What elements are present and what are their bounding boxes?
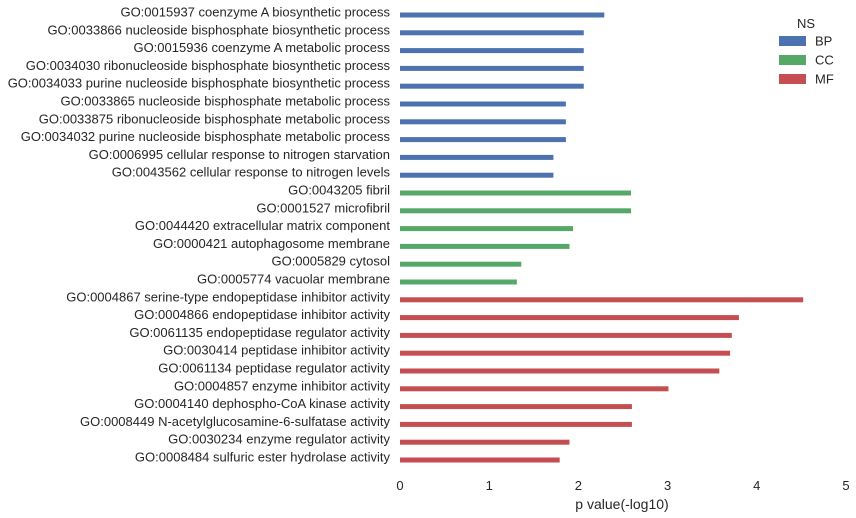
legend-label-cc: CC xyxy=(815,53,834,68)
category-label: GO:0030414 peptidase inhibitor activity xyxy=(163,343,390,358)
bar-mf xyxy=(400,457,560,463)
bar-bp xyxy=(400,154,554,160)
x-tick-label: 3 xyxy=(664,478,671,493)
bar-bp xyxy=(400,137,566,143)
legend-entries: BP CC MF xyxy=(779,34,834,87)
bar-cc xyxy=(400,243,570,249)
category-label: GO:0001527 microfibril xyxy=(256,200,390,215)
category-label: GO:0034032 purine nucleoside bisphosphat… xyxy=(21,129,391,144)
legend-title: NS xyxy=(797,16,815,31)
legend-label-mf: MF xyxy=(815,72,834,87)
category-label: GO:0008449 N-acetylglucosamine-6-sulfata… xyxy=(80,414,390,429)
bar-mf xyxy=(400,350,731,356)
category-label: GO:0033875 ribonucleoside bisphosphate m… xyxy=(39,111,391,126)
x-axis-label: p value(-log10) xyxy=(575,496,668,512)
x-tick-label: 5 xyxy=(842,478,849,493)
bar-bp xyxy=(400,48,584,54)
x-tick-label: 4 xyxy=(753,478,760,493)
bar-bp xyxy=(400,101,566,107)
legend-swatch-mf xyxy=(779,74,806,84)
bar-bp xyxy=(400,30,584,36)
bar-cc xyxy=(400,226,574,232)
bar-cc xyxy=(400,208,632,214)
x-tick-label: 0 xyxy=(396,478,403,493)
category-label: GO:0015937 coenzyme A biosynthetic proce… xyxy=(120,5,390,20)
bar-mf xyxy=(400,332,732,338)
category-label: GO:0008484 sulfuric ester hydrolase acti… xyxy=(135,450,391,465)
category-label: GO:0061135 endopeptidase regulator activ… xyxy=(129,325,390,340)
category-label: GO:0004867 serine-type endopeptidase inh… xyxy=(66,289,390,304)
bar-mf xyxy=(400,404,632,410)
bar-mf xyxy=(400,368,720,374)
category-label: GO:0000421 autophagosome membrane xyxy=(153,236,390,251)
category-label: GO:0061134 peptidase regulator activity xyxy=(158,361,390,376)
category-label: GO:0006995 cellular response to nitrogen… xyxy=(89,147,390,162)
category-label: GO:0043562 cellular response to nitrogen… xyxy=(112,165,391,180)
category-label: GO:0033865 nucleoside bisphosphate metab… xyxy=(60,94,390,109)
legend-swatch-cc xyxy=(779,55,806,65)
category-label: GO:0005774 vacuolar membrane xyxy=(197,272,390,287)
x-tick-label: 1 xyxy=(486,478,493,493)
category-labels: GO:0015937 coenzyme A biosynthetic proce… xyxy=(8,5,391,465)
bar-mf xyxy=(400,386,669,392)
bar-mf xyxy=(400,439,570,445)
bar-bp xyxy=(400,119,566,125)
x-tick-label: 2 xyxy=(575,478,582,493)
legend: NS BP CC MF xyxy=(779,16,834,87)
category-label: GO:0004857 enzyme inhibitor activity xyxy=(174,378,391,393)
category-label: GO:0044420 extracellular matrix componen… xyxy=(135,218,390,233)
bar-mf xyxy=(400,297,804,303)
bar-cc xyxy=(400,190,632,196)
category-label: GO:0004866 endopeptidase inhibitor activ… xyxy=(134,307,390,322)
category-label: GO:0033866 nucleoside bisphosphate biosy… xyxy=(47,22,390,37)
category-label: GO:0005829 cytosol xyxy=(271,254,390,269)
bar-mf xyxy=(400,421,632,427)
category-label: GO:0034030 ribonucleoside bisphosphate b… xyxy=(26,58,391,73)
bar-bp xyxy=(400,65,584,71)
bars-group xyxy=(400,12,804,463)
bar-bp xyxy=(400,83,584,89)
bar-bp xyxy=(400,12,605,18)
legend-swatch-bp xyxy=(779,36,806,46)
category-label: GO:0030234 enzyme regulator activity xyxy=(168,432,390,447)
x-axis-ticks: 0 1 2 3 4 5 xyxy=(396,478,849,493)
category-label: GO:0034033 purine nucleoside bisphosphat… xyxy=(8,76,391,91)
category-label: GO:0015936 coenzyme A metabolic process xyxy=(133,40,390,55)
bar-bp xyxy=(400,172,554,178)
category-label: GO:0043205 fibril xyxy=(288,183,390,198)
category-label: GO:0004140 dephospho-CoA kinase activity xyxy=(134,396,390,411)
bar-cc xyxy=(400,261,522,267)
bar-cc xyxy=(400,279,517,285)
bar-mf xyxy=(400,315,739,321)
legend-label-bp: BP xyxy=(815,34,832,49)
